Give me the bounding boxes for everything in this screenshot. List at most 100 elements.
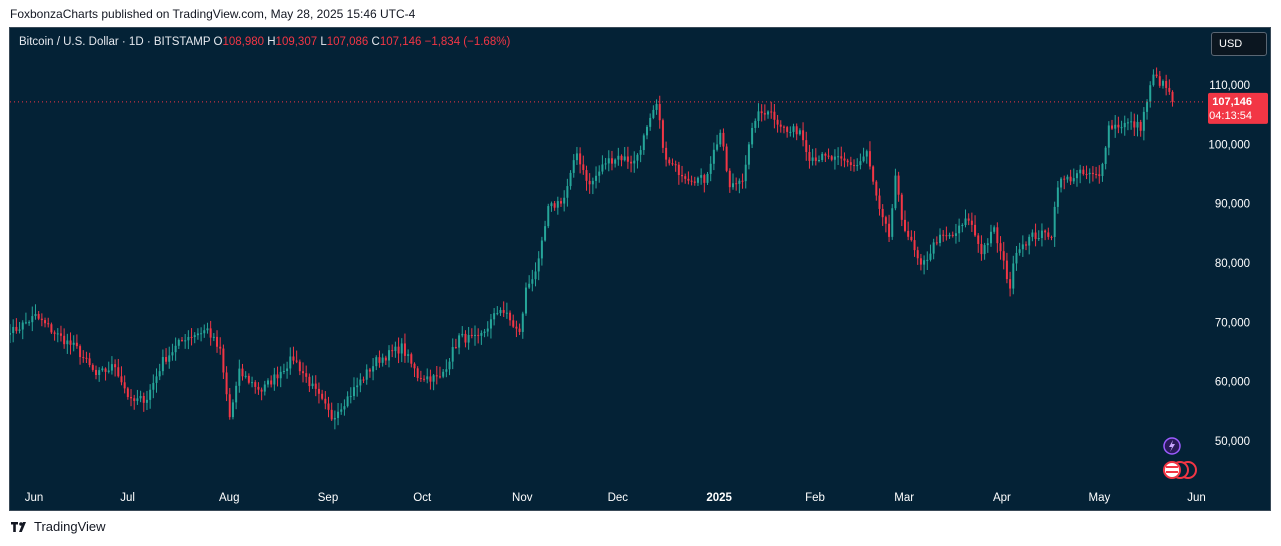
candle-body (352, 387, 355, 397)
candle-body (970, 220, 973, 225)
candle-body (63, 335, 66, 345)
candle-body (926, 259, 929, 261)
candle-body (464, 333, 467, 343)
price-tag-price: 107,146 (1212, 96, 1252, 108)
candlestick-chart[interactable]: 110,000 100,000 90,000 80,000 70,000 60,000 50… (10, 28, 1271, 511)
candle-body (419, 377, 422, 379)
candle-body (923, 260, 926, 265)
candle-body (665, 147, 668, 160)
candle-body (91, 365, 94, 370)
candle-body (388, 350, 391, 361)
candle-body (744, 164, 747, 182)
candle-body (986, 243, 989, 246)
x-tick-label: May (1089, 492, 1111, 504)
candle-body (216, 336, 219, 347)
candle-body (515, 326, 518, 329)
candle-body (343, 406, 346, 410)
candle-body (480, 332, 483, 336)
candle-body (1056, 187, 1059, 207)
candle-body (767, 111, 770, 115)
candle-body (145, 399, 148, 403)
us-flag-stripe (1166, 471, 1178, 473)
candle-body (560, 201, 563, 204)
candle-body (423, 378, 426, 380)
candle-body (601, 164, 604, 172)
candle-body (958, 225, 961, 234)
candle-body (1025, 244, 1028, 246)
candle-body (544, 226, 547, 241)
candle-body (187, 336, 190, 341)
candle-body (432, 375, 435, 382)
candle-body (1088, 172, 1091, 175)
candle-body (872, 166, 875, 182)
candle-body (553, 203, 556, 208)
candle-body (639, 150, 642, 155)
change-value: −1,834 (−1.68%) (424, 36, 511, 48)
candle-body (180, 339, 183, 341)
candle-body (231, 402, 234, 418)
candle-body (502, 310, 505, 313)
candle-body (563, 197, 566, 204)
candle-body (1098, 174, 1101, 177)
candle-body (1079, 169, 1082, 174)
candle-body (359, 379, 362, 386)
candle-body (741, 180, 744, 182)
candle-body (846, 160, 849, 163)
candle-body (289, 356, 292, 369)
candle-body (69, 340, 72, 345)
candle-body (241, 368, 244, 377)
candle-body (171, 352, 174, 356)
high-value: 109,307 (275, 36, 318, 48)
candle-body (314, 383, 317, 389)
candle-body (789, 131, 792, 133)
candle-body (534, 271, 537, 280)
candle-body (974, 224, 977, 236)
candle-body (174, 345, 177, 353)
candle-body (445, 369, 448, 372)
candle-body (247, 375, 250, 383)
candle-body (677, 164, 680, 176)
candle-body (591, 180, 594, 185)
candle-body (203, 330, 206, 334)
symbol-name: Bitcoin / U.S. Dollar · 1D · BITSTAMP (19, 36, 211, 48)
candle-body (1069, 176, 1072, 182)
candle-body (158, 371, 161, 377)
x-tick-label: Oct (413, 492, 432, 504)
candle-body (633, 160, 636, 164)
candle-body (700, 175, 703, 178)
candle-body (945, 235, 948, 237)
candle-body (286, 368, 289, 372)
candle-body (518, 328, 521, 332)
candle-body (327, 403, 330, 410)
candle-body (505, 312, 508, 314)
candle-body (661, 120, 664, 148)
candle-body (458, 335, 461, 348)
candle-body (763, 113, 766, 115)
x-tick-label: Feb (805, 492, 825, 504)
candle-body (843, 158, 846, 161)
candle-body (1034, 232, 1037, 239)
candle-body (776, 119, 779, 125)
candle-body (467, 335, 470, 343)
us-flag-stripe (1166, 466, 1178, 468)
candle-body (209, 328, 212, 338)
candle-body (849, 162, 852, 166)
candle-body (878, 195, 881, 209)
candle-body (1060, 178, 1063, 188)
candle-body (897, 175, 900, 195)
candle-body (821, 153, 824, 160)
candle-body (1117, 124, 1120, 128)
candle-body (731, 183, 734, 188)
candle-body (512, 320, 515, 327)
candle-body (649, 117, 652, 127)
candle-body (719, 132, 722, 145)
chart-panel[interactable]: 110,000 100,000 90,000 80,000 70,000 60,000 50… (9, 27, 1271, 511)
currency-selector[interactable]: USD (1211, 32, 1267, 56)
candle-body (1101, 163, 1104, 177)
candle-body (321, 393, 324, 399)
footer: TradingView (10, 519, 106, 534)
candle-body (658, 104, 661, 121)
candle-body (1044, 230, 1047, 233)
candle-body (830, 156, 833, 160)
candle-body (996, 227, 999, 244)
